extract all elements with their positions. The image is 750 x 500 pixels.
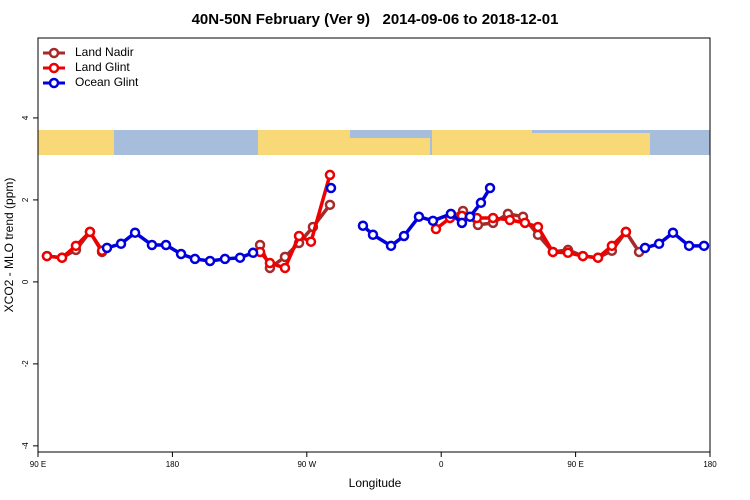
legend-marker [48,62,60,74]
x-tick-label: 0 [439,460,444,469]
point [41,250,53,262]
point [445,208,457,220]
point [247,247,259,259]
point [115,238,127,250]
y-tick-label: 4 [21,115,30,120]
point [504,214,516,226]
point [357,220,369,231]
point [129,227,141,238]
point [698,240,710,252]
point [487,212,499,224]
legend-label: Land Nadir [75,45,134,59]
legend-marker [48,77,60,89]
point [547,246,559,258]
point [653,238,665,250]
y-tick-label: -2 [21,360,30,368]
point [532,221,544,233]
y-tick-label: -4 [21,442,30,450]
plot-frame [37,37,711,453]
point [475,197,487,209]
point [160,239,172,251]
point [279,262,291,274]
x-tick-label: 180 [166,460,180,469]
point [146,239,158,251]
point [56,252,68,263]
point [484,182,496,194]
point [464,211,476,222]
point [324,169,336,181]
point [325,182,337,194]
point [430,223,442,235]
point [234,252,246,263]
point [84,226,96,238]
point [189,253,201,265]
y-tick-label: 2 [21,197,30,202]
point [639,242,651,254]
point [367,229,379,241]
x-tick-label: 90 E [30,460,46,469]
map-strip [38,130,710,155]
point [456,217,468,229]
point [683,240,695,252]
point [562,247,574,259]
x-tick-label: 180 [703,460,717,469]
point [204,255,216,267]
legend-label: Land Glint [75,60,130,74]
series-line [46,174,628,270]
point [385,240,397,252]
point [606,240,618,252]
point [70,240,82,252]
legend-marker [48,47,60,59]
x-axis-label: Longitude [349,476,402,490]
point [264,257,276,269]
legend-label: Ocean Glint [75,75,139,89]
x-tick-label: 90 E [567,460,583,469]
point [620,226,632,238]
y-axis-label: XCO2 - MLO trend (ppm) [2,178,16,313]
point [667,227,679,238]
x-tick-label: 90 W [297,460,316,469]
point [427,215,439,227]
chart-title: 40N-50N February (Ver 9) 2014-09-06 to 2… [192,11,559,28]
point [101,242,113,254]
point [324,199,336,211]
point [413,211,425,222]
point [592,252,604,263]
point [577,250,589,262]
point [219,253,231,265]
y-tick-label: 0 [21,279,30,284]
point [175,248,187,260]
point [293,230,305,242]
point [305,236,317,247]
point [398,230,410,242]
point [519,217,531,229]
